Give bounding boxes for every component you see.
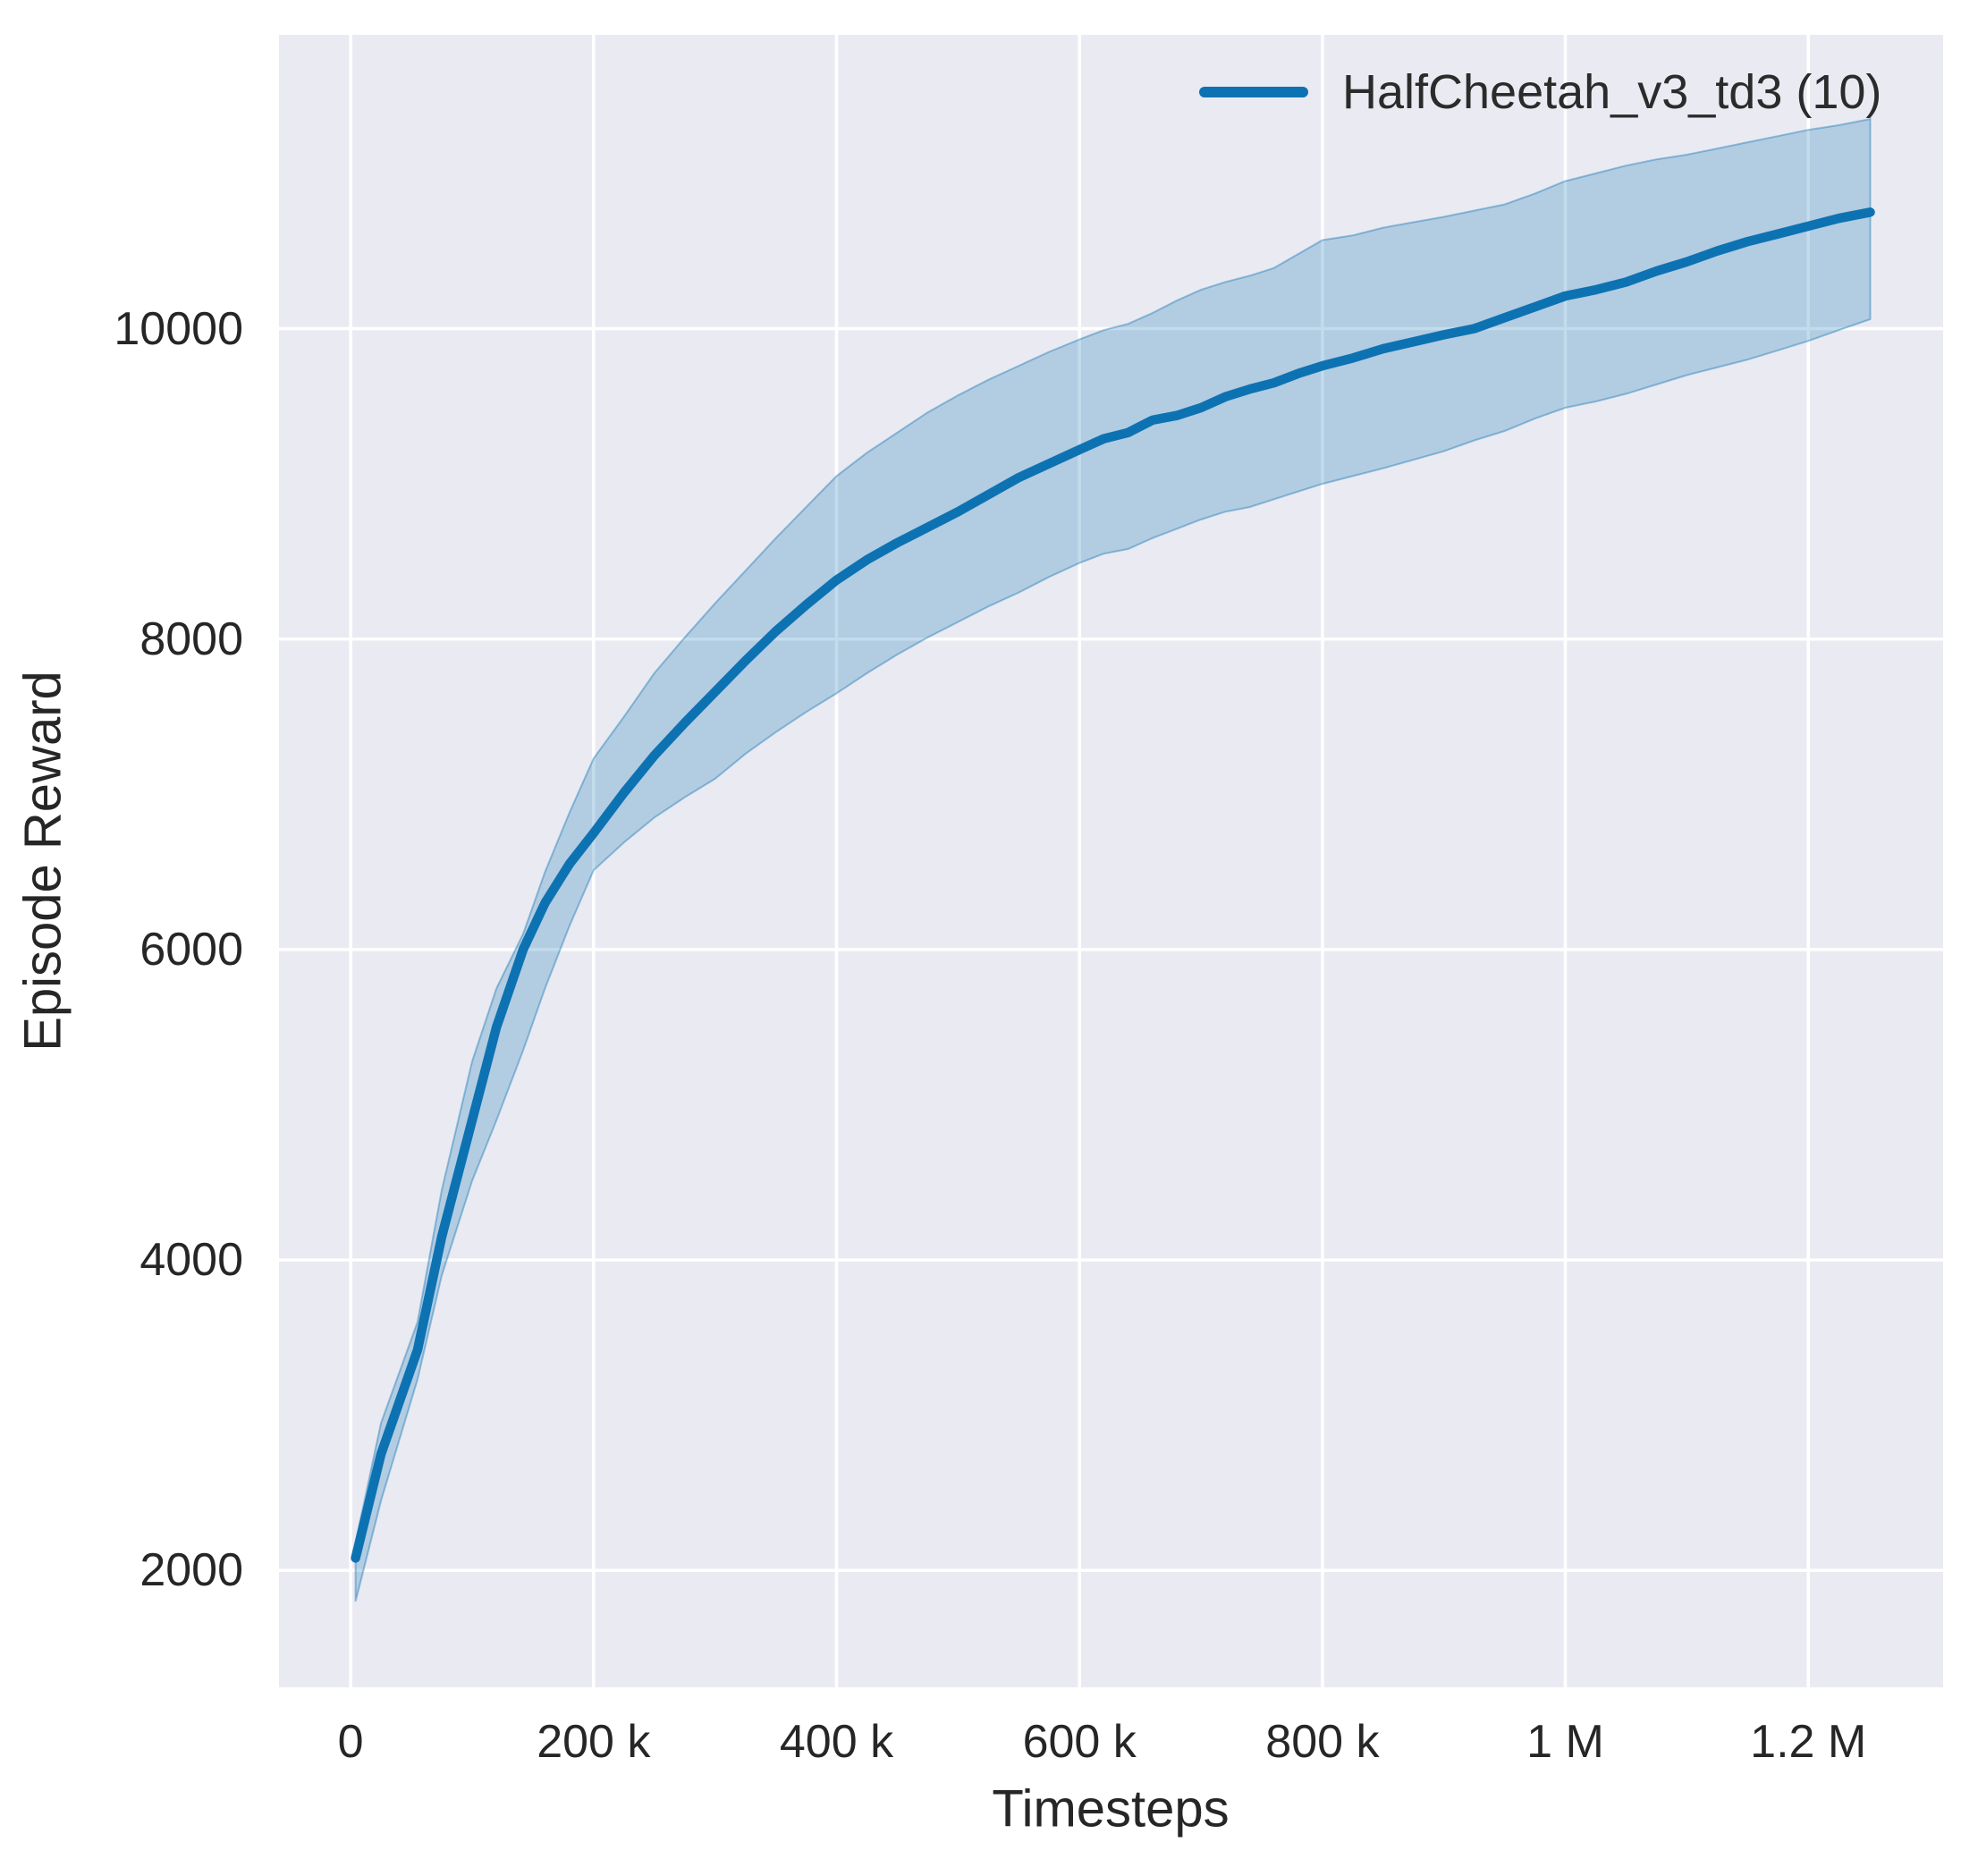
y-tick-label: 4000 bbox=[139, 1234, 243, 1287]
y-axis-label: Episode Reward bbox=[13, 671, 72, 1052]
legend: HalfCheetah_v3_td3 (10) bbox=[1199, 64, 1881, 120]
legend-line-sample bbox=[1199, 87, 1308, 97]
vertical-gridlines bbox=[349, 35, 1810, 1687]
x-axis-label: Timesteps bbox=[992, 1779, 1230, 1838]
y-tick-label: 8000 bbox=[139, 613, 243, 665]
chart-canvas bbox=[279, 35, 1943, 1687]
x-tick-label: 200 k bbox=[537, 1716, 651, 1768]
legend-label: HalfCheetah_v3_td3 (10) bbox=[1342, 65, 1882, 119]
mean-line bbox=[351, 207, 1875, 1563]
y-tick-label: 10000 bbox=[114, 302, 243, 355]
y-tick-label: 2000 bbox=[139, 1544, 243, 1597]
confidence-band bbox=[354, 117, 1872, 1602]
y-tick-label: 6000 bbox=[139, 923, 243, 976]
x-tick-label: 600 k bbox=[1022, 1716, 1137, 1768]
plot-background bbox=[279, 35, 1943, 1687]
x-tick-label: 1.2 M bbox=[1750, 1716, 1867, 1768]
plot-area: HalfCheetah_v3_td3 (10) bbox=[279, 35, 1943, 1687]
x-tick-label: 800 k bbox=[1265, 1716, 1380, 1768]
horizontal-gridlines bbox=[279, 326, 1943, 1573]
x-tick-label: 400 k bbox=[779, 1716, 894, 1768]
x-tick-label: 0 bbox=[337, 1716, 364, 1768]
x-tick-label: 1 M bbox=[1526, 1716, 1604, 1768]
